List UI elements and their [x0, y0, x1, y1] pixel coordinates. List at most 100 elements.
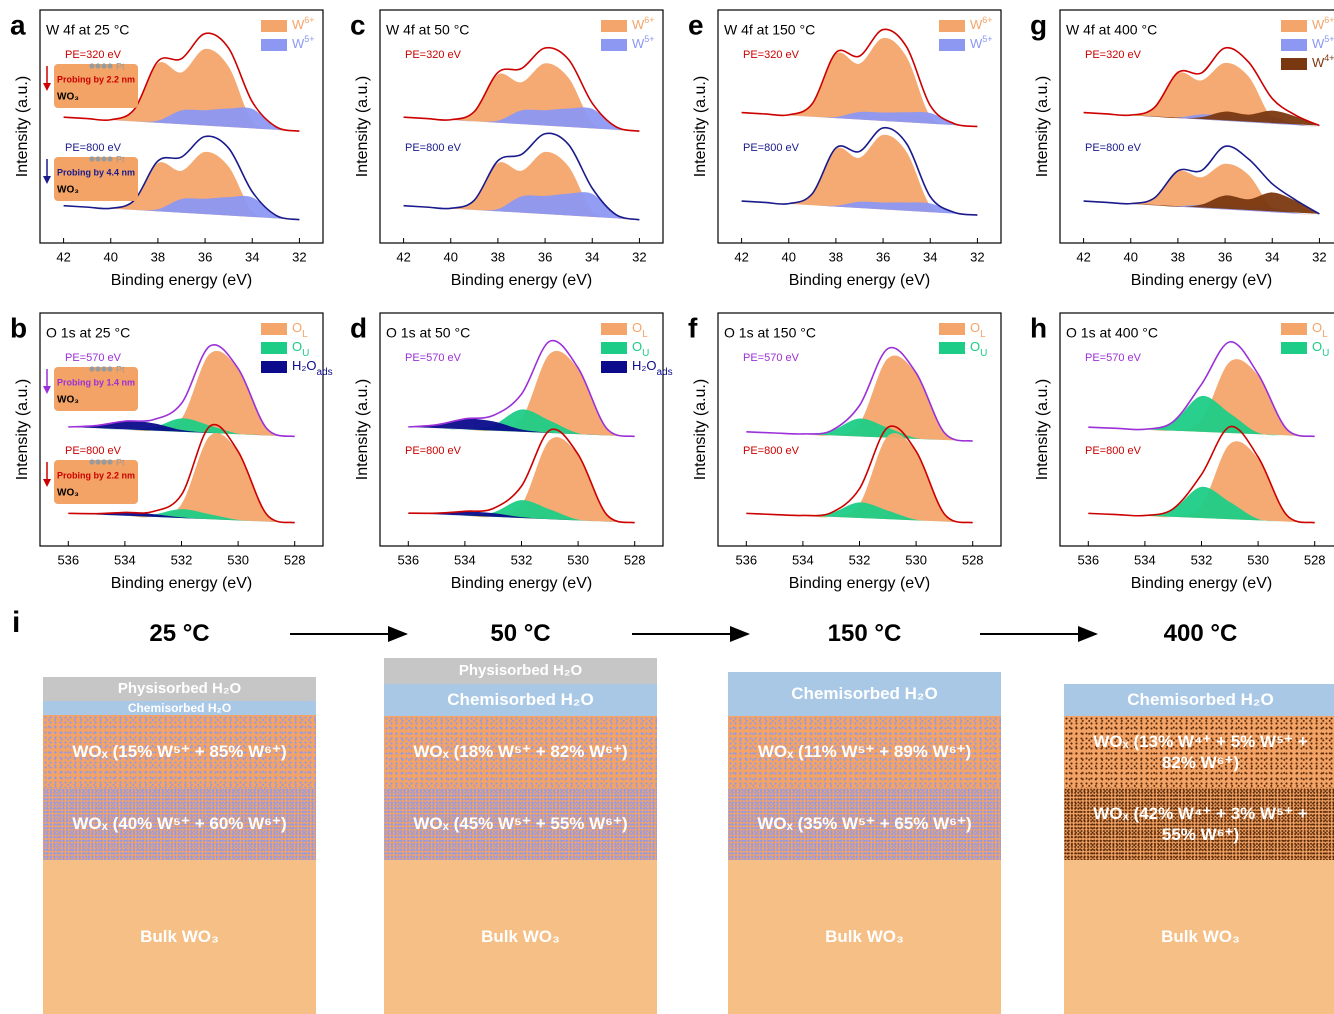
legend-sup: 6+ — [1324, 15, 1334, 25]
temperature: 25 °C — [43, 620, 316, 648]
x-tick-label: 528 — [1304, 552, 1326, 567]
legend-name: W — [970, 17, 983, 32]
legend-swatch — [261, 342, 287, 354]
layer: WOₓ (13% W⁴⁺ + 5% W⁵⁺ + 82% W⁶⁺) — [1064, 716, 1334, 788]
legend-swatch — [1281, 58, 1307, 70]
legend-swatch — [1281, 20, 1307, 32]
pt-atom — [89, 459, 94, 464]
legend-name: O — [632, 320, 642, 335]
pt-atom — [101, 63, 106, 68]
temperature: 400 °C — [1064, 620, 1334, 648]
pe-label: PE=800 eV — [743, 445, 800, 457]
probe-top: Pt — [116, 457, 125, 467]
x-tick-label: 38 — [491, 249, 505, 264]
probe-top: Pt — [116, 154, 125, 164]
legend-label: W5+ — [970, 34, 993, 51]
legend-sub: ads — [317, 367, 333, 378]
x-tick-label: 530 — [227, 552, 249, 567]
legend-sub: L — [1322, 329, 1328, 340]
pt-atom — [95, 366, 100, 371]
x-tick-label: 34 — [923, 249, 937, 264]
legend-swatch — [1281, 39, 1307, 51]
pe-label: PE=800 eV — [1085, 445, 1142, 457]
pe-label: PE=320 eV — [65, 49, 122, 61]
legend-sub: U — [1322, 348, 1329, 359]
pe-label: PE=570 eV — [743, 352, 800, 364]
legend-name: O — [1312, 339, 1322, 354]
panel-letter: b — [10, 312, 27, 343]
pt-atom — [95, 63, 100, 68]
legend-sup: 5+ — [304, 34, 314, 44]
x-tick-label: 534 — [1134, 552, 1156, 567]
panel-letter: i — [12, 606, 20, 639]
x-tick-label: 536 — [57, 552, 79, 567]
pe-label: PE=800 eV — [65, 142, 122, 154]
x-tick-label: 532 — [1191, 552, 1213, 567]
x-axis-label: Binding energy (eV) — [789, 272, 930, 289]
y-axis-label: Intensity (a.u.) — [1034, 76, 1051, 177]
x-tick-label: 528 — [962, 552, 984, 567]
x-tick-label: 38 — [829, 249, 843, 264]
panel-title: W 4f at 400 °C — [1066, 22, 1157, 38]
layer: Chemisorbed H₂O — [1064, 684, 1334, 716]
x-tick-label: 32 — [970, 249, 984, 264]
layer: WOₓ (40% W⁵⁺ + 60% W⁶⁺) — [43, 788, 316, 860]
y-axis-label: Intensity (a.u.) — [14, 76, 31, 177]
x-tick-label: 534 — [114, 552, 136, 567]
pt-atom — [107, 156, 112, 161]
pe-label: PE=570 eV — [65, 352, 122, 364]
legend-swatch — [939, 323, 965, 335]
layer: Bulk WO₃ — [728, 860, 1001, 1014]
legend-name: O — [970, 320, 980, 335]
x-axis-label: Binding energy (eV) — [451, 272, 592, 289]
layer: Chemisorbed H₂O — [728, 672, 1001, 716]
legend-sup: 4+ — [1324, 53, 1334, 63]
component-area — [742, 112, 978, 127]
legend-swatch — [601, 323, 627, 335]
layer: WOₓ (35% W⁵⁺ + 65% W⁶⁺) — [728, 788, 1001, 860]
probe-depth: Probing by 4.4 nm — [57, 167, 135, 177]
legend-swatch — [601, 39, 627, 51]
legend-name: O — [1312, 320, 1322, 335]
pe-label: PE=800 eV — [743, 142, 800, 154]
figure: i PE=320 eVPtProbing by 2.2 nmWO₃PE=800 … — [0, 0, 1334, 1014]
x-tick-label: 32 — [292, 249, 306, 264]
layer: WOₓ (42% W⁴⁺ + 3% W⁵⁺ + 55% W⁶⁺) — [1064, 788, 1334, 860]
pe-label: PE=800 eV — [405, 142, 462, 154]
x-tick-label: 34 — [245, 249, 259, 264]
probe-arrow-head — [43, 386, 51, 394]
legend-swatch — [601, 342, 627, 354]
probe-depth: Probing by 1.4 nm — [57, 377, 135, 387]
x-axis-label: Binding energy (eV) — [1131, 272, 1272, 289]
pe-label: PE=800 eV — [65, 445, 122, 457]
x-tick-label: 530 — [905, 552, 927, 567]
x-tick-label: 38 — [1171, 249, 1185, 264]
y-axis-label: Intensity (a.u.) — [692, 76, 709, 177]
x-tick-label: 536 — [735, 552, 757, 567]
panel-letter: c — [350, 9, 366, 40]
x-tick-label: 534 — [454, 552, 476, 567]
legend-swatch — [261, 323, 287, 335]
legend-swatch — [939, 342, 965, 354]
legend-label: H₂Oads — [632, 358, 673, 378]
legend-label: OL — [970, 320, 986, 340]
pe-label: PE=320 eV — [1085, 49, 1142, 61]
legend-sup: 6+ — [982, 15, 992, 25]
legend-sub: L — [980, 329, 986, 340]
x-tick-label: 534 — [792, 552, 814, 567]
panel-title: W 4f at 50 °C — [386, 22, 469, 38]
pe-label: PE=570 eV — [1085, 352, 1142, 364]
legend-swatch — [601, 361, 627, 373]
x-tick-label: 42 — [56, 249, 70, 264]
legend-swatch — [1281, 323, 1307, 335]
legend-name: W — [632, 17, 645, 32]
legend-label: OL — [1312, 320, 1328, 340]
x-axis-label: Binding energy (eV) — [1131, 575, 1272, 592]
probe-arrow-head — [43, 176, 51, 184]
x-tick-label: 528 — [624, 552, 646, 567]
legend-label: W4+ — [1312, 53, 1334, 70]
x-tick-label: 36 — [538, 249, 552, 264]
x-tick-label: 536 — [1077, 552, 1099, 567]
legend-label: OL — [292, 320, 308, 340]
panel-title: W 4f at 150 °C — [724, 22, 815, 38]
